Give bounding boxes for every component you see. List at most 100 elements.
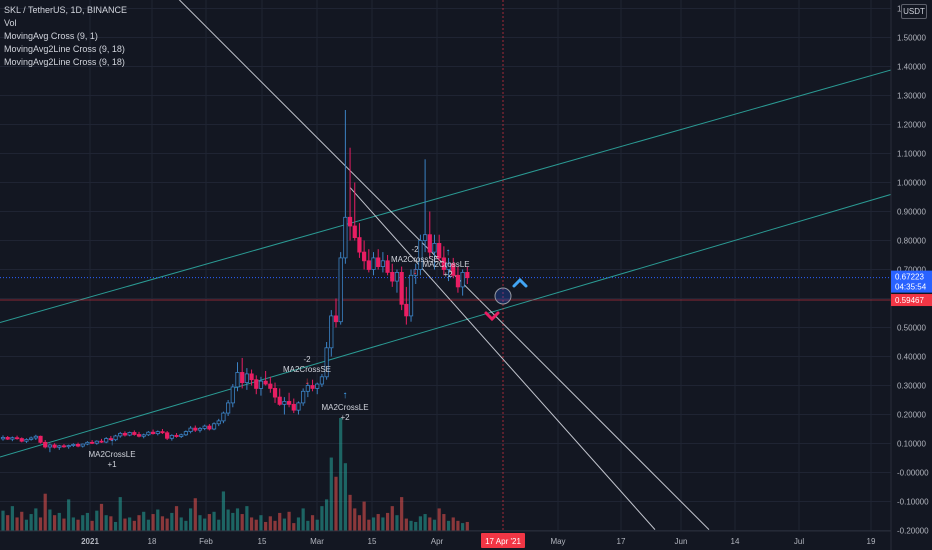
volume-bar	[104, 515, 108, 531]
volume-bar	[20, 511, 24, 531]
highlight-date-label: 17 Apr '21	[485, 537, 521, 546]
volume-bar	[376, 514, 380, 531]
volume-bar	[160, 516, 165, 531]
annotation-value: -2	[303, 355, 311, 364]
price-tick-label: -0.10000	[897, 498, 929, 507]
candle-body	[399, 271, 404, 305]
candle-body	[301, 390, 306, 404]
volume-bars	[1, 418, 469, 531]
time-tick-label: 15	[258, 537, 267, 546]
price-tick-label: 1.40000	[897, 63, 926, 72]
time-tick-label: Apr	[431, 537, 444, 546]
candle-body	[5, 437, 10, 440]
candle-body	[127, 432, 132, 436]
volume-bar	[240, 514, 244, 531]
legend-indicator-ma2line-cross-1[interactable]: MovingAvg2Line Cross (9, 18)	[4, 44, 125, 54]
volume-bar	[400, 497, 404, 531]
volume-bar	[128, 517, 132, 531]
candle-body	[432, 242, 437, 253]
time-tick-label: 14	[731, 537, 740, 546]
annotation-arrow-down: ↓	[305, 376, 310, 387]
price-tick-label: 0.40000	[897, 353, 926, 362]
volume-bar	[15, 517, 19, 531]
legend-indicator-vol[interactable]: Vol	[4, 18, 17, 28]
volume-bar	[334, 476, 338, 531]
price-tick-label: 0.20000	[897, 411, 926, 420]
price-tick-label: 0.80000	[897, 237, 926, 246]
volume-bar	[367, 519, 371, 531]
volume-bar	[85, 512, 90, 531]
volume-bar	[81, 515, 85, 531]
candle-body	[43, 441, 48, 448]
candle-body	[122, 432, 128, 436]
candle-body	[460, 271, 465, 288]
volume-bar	[142, 511, 146, 531]
time-tick-label: 19	[867, 537, 876, 546]
candle-body	[94, 440, 99, 444]
volume-bar	[1, 510, 5, 531]
trend-lines	[0, 0, 892, 531]
highlight-date-bg	[481, 533, 525, 548]
candle-body	[408, 274, 414, 317]
annotation-value: +2	[340, 413, 350, 422]
volume-bar	[38, 517, 43, 531]
volume-bar	[329, 457, 333, 531]
volume-bar	[174, 506, 179, 531]
volume-bar	[212, 511, 216, 531]
volume-bar	[24, 519, 29, 531]
volume-bar	[165, 518, 169, 531]
volume-bar	[301, 508, 305, 531]
candle-body	[319, 376, 325, 385]
candle-body	[146, 431, 151, 436]
candle-body	[99, 440, 104, 443]
annotation-value: -2	[411, 245, 419, 254]
candle-body	[165, 432, 170, 439]
price-tick-label: 0.90000	[897, 208, 926, 217]
volume-bar	[6, 515, 10, 531]
annotation-label: MA2CrossSE	[283, 365, 331, 374]
volume-bar	[226, 509, 230, 531]
candle-body	[418, 240, 423, 270]
candle-body	[404, 303, 409, 317]
volume-bar	[287, 511, 291, 531]
legend-indicator-ma-cross[interactable]: MovingAvg Cross (9, 1)	[4, 31, 98, 41]
forecast-up-chevron	[512, 277, 528, 288]
volume-bar	[249, 517, 254, 531]
candle-body	[113, 435, 118, 441]
candle-body	[197, 428, 203, 431]
annotation-arrow-up: ↑	[343, 390, 348, 401]
annotation-arrow-down: ↓	[413, 266, 418, 277]
candle-body	[150, 431, 156, 435]
candle-body	[80, 443, 85, 447]
volume-bar	[348, 494, 352, 531]
volume-bar	[203, 518, 207, 531]
volume-bar	[428, 517, 432, 531]
volume-bar	[353, 508, 357, 531]
time-tick-label: 18	[148, 537, 157, 546]
volume-bar	[339, 418, 343, 531]
candle-body	[183, 431, 189, 436]
price-tick-label: -0.20000	[897, 527, 929, 536]
candle-body	[75, 443, 81, 447]
candle-body	[61, 445, 67, 448]
annotation-value: +2	[443, 270, 453, 279]
candle-body	[221, 412, 226, 422]
price-tick-label: 0.10000	[897, 440, 926, 449]
crossing-circle-marker	[494, 287, 512, 305]
legend-indicator-ma2line-cross-2[interactable]: MovingAvg2Line Cross (9, 18)	[4, 57, 125, 67]
volume-bar	[71, 517, 75, 531]
volume-bar	[48, 509, 52, 531]
annotation-arrow-up: ↑	[110, 437, 115, 448]
volume-bar	[193, 498, 197, 531]
volume-bar	[310, 515, 315, 531]
symbol-title[interactable]: SKL / TetherUS, 1D, BINANCE	[4, 5, 128, 15]
candle-body	[169, 434, 174, 439]
volume-bar	[10, 506, 14, 531]
volume-bar	[423, 514, 427, 531]
candle-body	[427, 234, 432, 253]
currency-button[interactable]: USDT	[901, 4, 927, 19]
candle-body	[160, 431, 165, 434]
annotation-label: MA2CrossSE	[391, 255, 439, 264]
